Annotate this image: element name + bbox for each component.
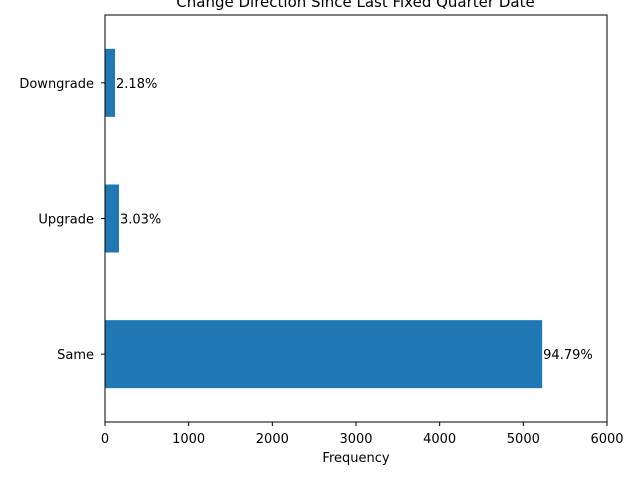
bar-upgrade — [105, 184, 119, 253]
x-tick-label: 4000 — [423, 432, 456, 447]
y-tick-label-upgrade: Upgrade — [38, 213, 94, 228]
chart-title: Change Direction Since Last Fixed Quarte… — [176, 0, 534, 11]
bars-group — [105, 48, 543, 389]
y-axis: Same Upgrade Downgrade — [19, 77, 105, 363]
plot-frame — [104, 14, 608, 423]
x-axis-label: Frequency — [322, 451, 389, 466]
x-tick-label: 3000 — [339, 432, 372, 447]
bar-downgrade — [105, 48, 116, 117]
y-tick-label-downgrade: Downgrade — [19, 77, 94, 92]
y-tick-label-same: Same — [57, 348, 94, 363]
x-tick-label: 5000 — [507, 432, 540, 447]
x-tick-label: 6000 — [590, 432, 623, 447]
x-tick-label: 2000 — [256, 432, 289, 447]
data-labels-group: 94.79% 3.03% 2.18% — [116, 77, 593, 363]
data-label-upgrade: 3.03% — [120, 213, 161, 228]
x-tick-label: 0 — [101, 432, 109, 447]
data-label-same: 94.79% — [543, 348, 593, 363]
x-axis: 0 1000 2000 3000 4000 5000 6000 — [101, 422, 624, 447]
x-tick-label: 1000 — [172, 432, 205, 447]
data-label-downgrade: 2.18% — [116, 77, 157, 92]
bar-same — [105, 320, 543, 389]
